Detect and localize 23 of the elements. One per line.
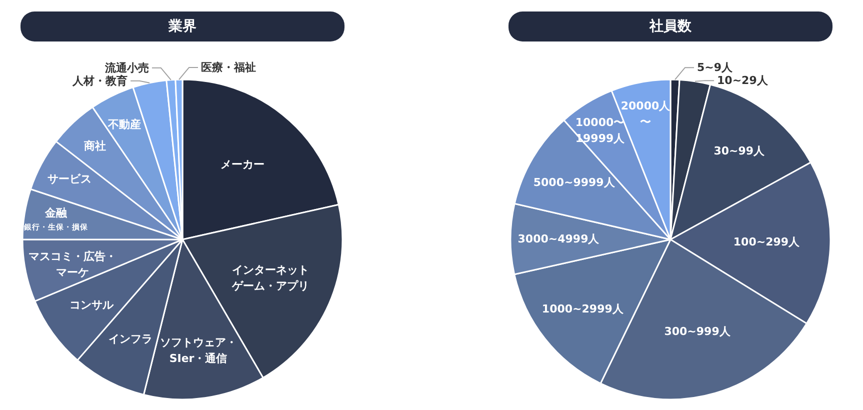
slice-label: 30~99人 [714,144,766,158]
chart-title: 業界 [168,18,196,34]
slice-label: 人材・教育 [72,74,128,88]
slice-label: サービス [48,172,92,186]
slice-label: メーカー [220,158,265,172]
slice-label: 300~999人 [664,325,732,338]
slice-label: 5000~9999人 [533,176,616,189]
slice-label: 5~9人 [697,61,734,74]
slice-label: 金融 [44,206,68,220]
slice-label: 3000~4999人 [518,232,600,246]
slice-label: 1000~2999人 [542,302,624,316]
slice-label: 医療・福祉 [200,61,256,74]
slice-label: ソフトウェア・SIer・通信 [160,336,237,365]
chart-title: 社員数 [648,18,692,34]
slice-label: インフラ [108,332,153,346]
slice-label: 流通小売 [104,61,149,74]
slice-label: コンサル [70,298,115,312]
slice-label: インターネットゲーム・アプリ [230,263,309,292]
slice-label: マスコミ・広告・マーケ [28,250,116,280]
slice-label: 10~29人 [717,74,769,88]
slice-label: 不動産 [107,118,141,132]
slice-label: 100~299人 [733,235,801,248]
slice-label: 商社 [82,140,106,153]
